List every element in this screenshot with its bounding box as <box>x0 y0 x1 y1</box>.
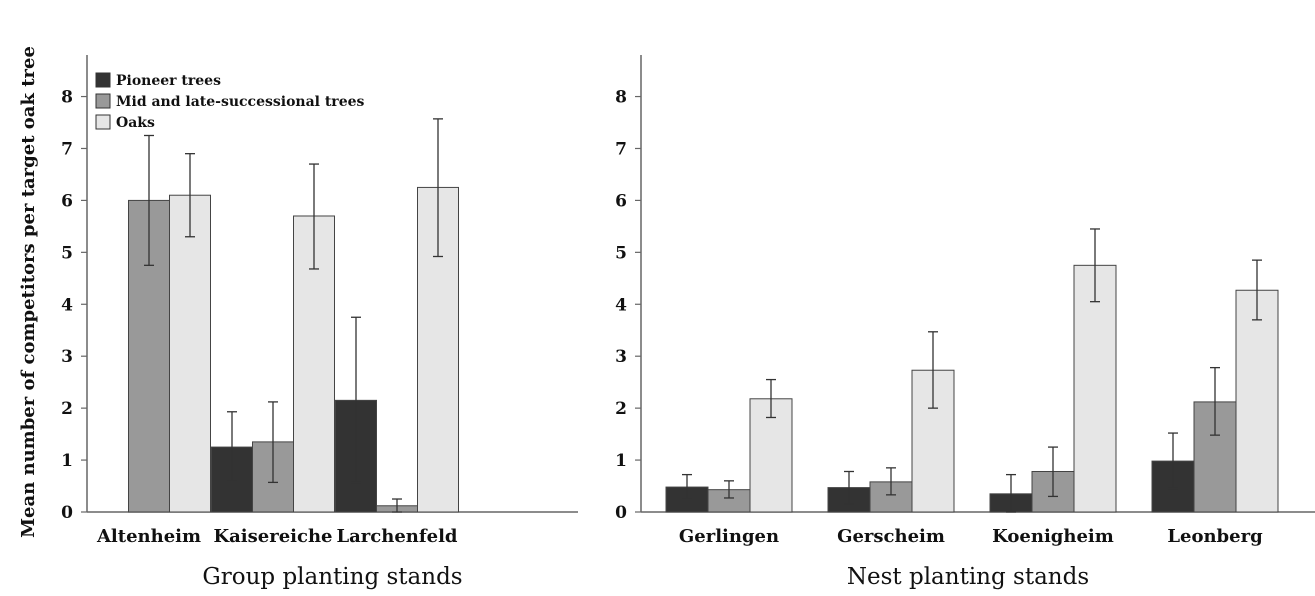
chart-panel-2: 0 1 2 3 4 5 6 7 8 Gerlingen Gerscheim Koenigheim Leo… <box>615 55 1315 590</box>
y-tick-label: 6 <box>615 191 627 211</box>
x-tick-label: Larchenfeld <box>336 526 457 547</box>
y-axis-label: Mean number of competitors per target oa… <box>18 46 39 538</box>
chart-panel-1: 0 1 2 3 4 5 6 7 8 Altenheim Kaisereiche Larchenfeld… <box>61 55 578 590</box>
x-axis-label: Group planting stands <box>202 564 462 590</box>
y-tick-label: 6 <box>61 191 73 211</box>
y-tick-label: 0 <box>61 503 73 523</box>
y-tick-label: 1 <box>61 451 73 471</box>
x-tick-label: Kaisereiche <box>213 526 332 547</box>
y-tick-label: 3 <box>61 347 73 367</box>
legend-label: Pioneer trees <box>116 73 221 89</box>
y-tick-label: 1 <box>615 451 627 471</box>
legend-swatch <box>95 114 111 130</box>
legend-label: Oaks <box>116 115 155 131</box>
y-tick-label: 5 <box>615 243 627 263</box>
bar-oaks-leonberg <box>1235 289 1279 513</box>
x-axis-label: Nest planting stands <box>847 564 1089 590</box>
bar-oaks-koenigheim <box>1073 264 1117 513</box>
x-tick-label: Koenigheim <box>992 526 1114 547</box>
y-tick-label: 4 <box>61 295 73 315</box>
y-tick-label: 8 <box>61 88 73 108</box>
y-tick-label: 7 <box>615 139 627 159</box>
x-tick-label: Gerscheim <box>837 526 945 547</box>
y-tick-label: 8 <box>615 88 627 108</box>
y-tick-label: 4 <box>615 295 627 315</box>
legend-swatch <box>95 93 111 109</box>
y-tick-label: 5 <box>61 243 73 263</box>
y-tick-label: 2 <box>615 399 627 419</box>
y-tick-label: 2 <box>61 399 73 419</box>
bar-oaks-altenheim <box>169 194 211 513</box>
y-tick-label: 7 <box>61 139 73 159</box>
y-tick-label: 0 <box>615 503 627 523</box>
legend: Pioneer trees Mid and late-successional t… <box>95 72 365 131</box>
legend-label: Mid and late-successional trees <box>116 94 365 110</box>
x-tick-label: Gerlingen <box>679 526 779 547</box>
legend-swatch <box>95 72 111 88</box>
y-tick-label: 3 <box>615 347 627 367</box>
x-tick-label: Leonberg <box>1167 526 1263 547</box>
x-tick-label: Altenheim <box>96 526 201 547</box>
